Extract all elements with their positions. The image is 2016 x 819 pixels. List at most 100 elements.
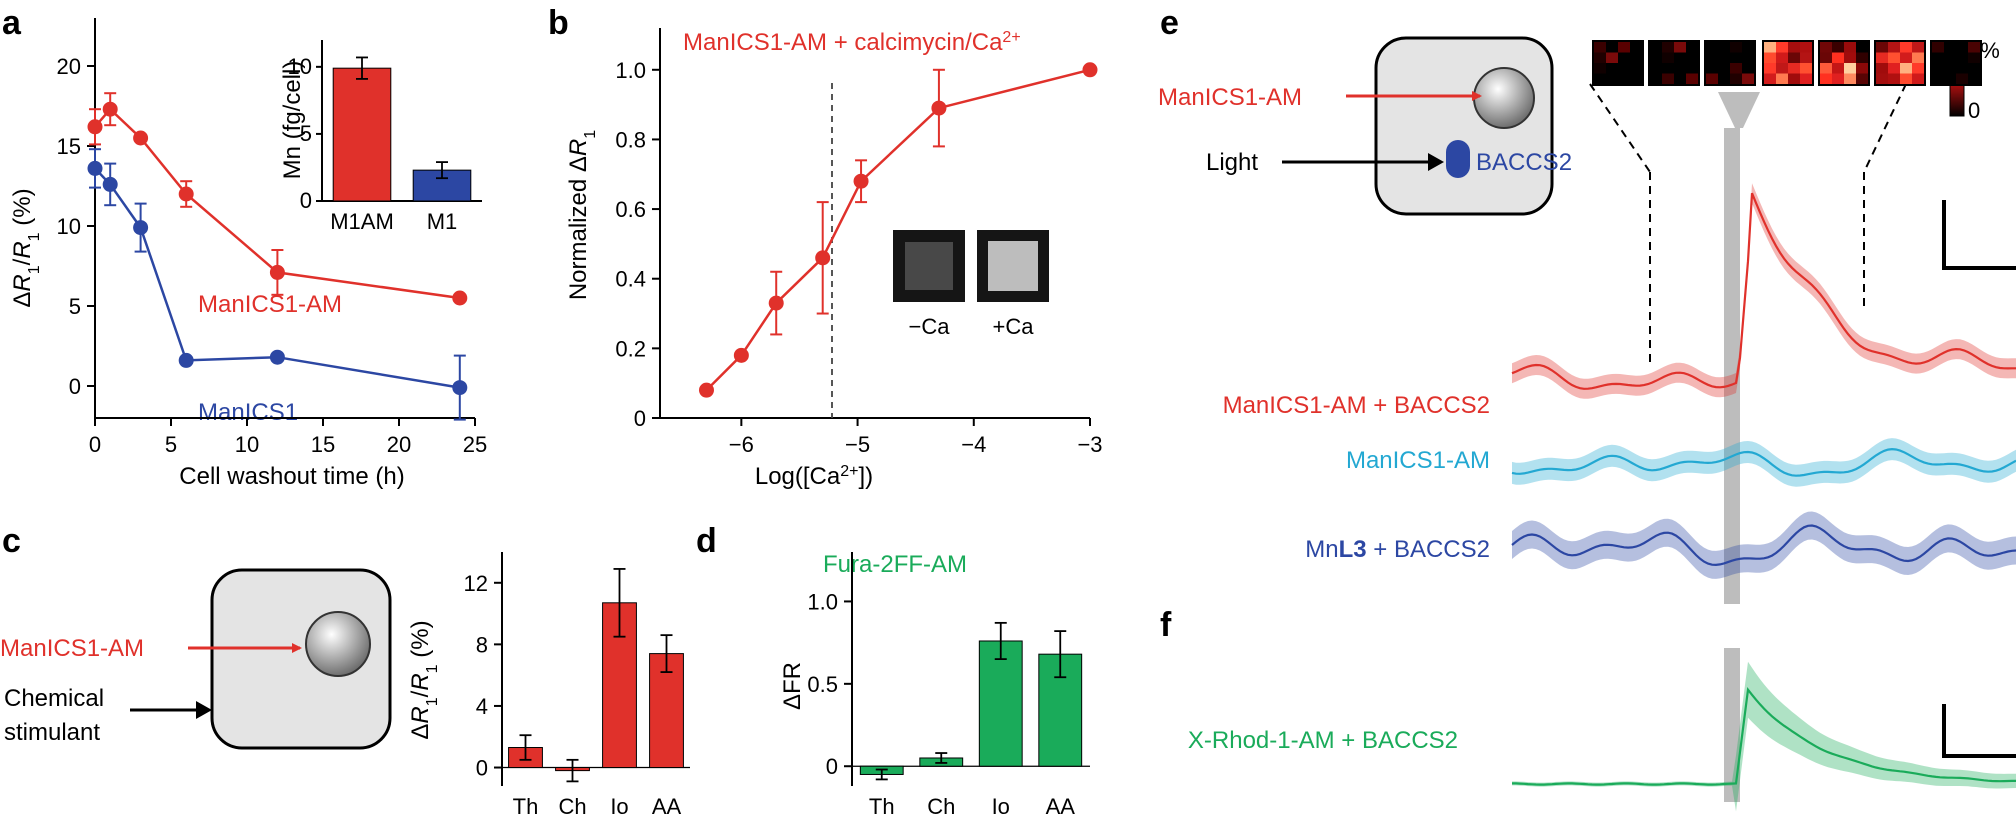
panel-c-ytick-label: 12: [464, 571, 488, 596]
panel-b-ytick-label: 0.4: [615, 267, 646, 292]
heatmap-pixel: [1776, 42, 1788, 53]
heatmap-pixel: [1742, 42, 1754, 53]
heatmap-pixel: [1594, 42, 1606, 53]
panel-e-trace-label-red: ManICS1-AM + BACCS2: [1223, 392, 1490, 419]
panel-b-series-0-line: [705, 68, 1091, 392]
panel-e-scale-bar: [1942, 200, 2016, 270]
panel-label-c: c: [2, 522, 21, 560]
panel-e-red-trace: [1511, 192, 2016, 390]
heatmap-pixel: [1674, 42, 1686, 53]
panel-e-opsin-blob: [1446, 140, 1470, 178]
panel-b-xtick-label: −4: [961, 432, 986, 457]
panel-b-image-label-plus-ca: +Ca: [993, 314, 1035, 339]
light-pulse-bar-f: [1724, 648, 1740, 802]
panel-b-ytick-label: 0.2: [615, 336, 646, 361]
heatmap-pixel: [1844, 52, 1856, 63]
panel-a-ytick-label: 10: [57, 214, 81, 239]
heatmap-pixel: [1618, 42, 1630, 53]
panel-e-cyan-trace: [1511, 447, 2016, 477]
heatmap-pixel: [1932, 63, 1944, 74]
panel-a-xtick-label: 10: [235, 432, 259, 457]
heatmap-pixel: [1944, 42, 1956, 53]
panel-label-e: e: [1160, 4, 1179, 42]
heatmap-pixel: [1844, 73, 1856, 84]
heatmap-pixel: [1706, 52, 1718, 63]
heatmap-pixel: [1832, 42, 1844, 53]
heatmap-pixel: [1606, 63, 1618, 74]
heatmap-pixel: [1650, 42, 1662, 53]
panel-d-bar: [1038, 653, 1083, 767]
panel-b-ytick-label: 1.0: [615, 58, 646, 83]
panel-a-series-0-point: [133, 130, 149, 146]
heatmap-pixel: [1844, 42, 1856, 53]
heatmap-pixel: [1742, 52, 1754, 63]
panel-a-series-label-manics1-am: ManICS1-AM: [198, 291, 342, 318]
panel-a-xtick-label: 15: [311, 432, 335, 457]
panel-b-series-0-point: [768, 295, 784, 311]
panel-c-plot: ΔR1/R1 (%) 0 4 8 12 Th Ch Io AA: [407, 552, 690, 819]
panel-c-stimulus-label-2: stimulant: [4, 719, 100, 746]
panel-d-ytick-label: 0.5: [807, 672, 838, 697]
panel-a-xlabel: Cell washout time (h): [179, 463, 404, 490]
heatmap-pixel: [1820, 42, 1832, 53]
heatmap-pixel: [1650, 52, 1662, 63]
panel-b-xtick-label: −6: [729, 432, 754, 457]
panel-f-trace: [1512, 686, 2016, 786]
panel-b-title: ManICS1-AM + calcimycin/Ca2+: [683, 29, 1021, 57]
heatmap-pixel: [1876, 42, 1888, 53]
panel-a-xtick-label: 25: [463, 432, 487, 457]
panel-c-category-label: AA: [652, 794, 682, 819]
panel-c-category-label: Io: [610, 794, 628, 819]
panel-e-red-error-band: [1512, 183, 2016, 399]
heatmap-pixel: [1606, 42, 1618, 53]
panel-a-xtick-label: 0: [89, 432, 101, 457]
panel-a-series-1-point: [133, 220, 149, 236]
panel-a-series-1-point: [102, 176, 118, 192]
panel-e-agent-label: ManICS1-AM: [1158, 84, 1302, 111]
heatmap-pixel: [1856, 42, 1868, 53]
panel-c-category-label: Ch: [558, 794, 586, 819]
panel-e-blue-error-band: [1512, 511, 2016, 579]
heatmap-pixel: [1594, 73, 1606, 84]
panel-a-series-1-point: [452, 380, 468, 396]
panel-a-series-0-point: [87, 119, 103, 135]
heatmap-pixel: [1912, 63, 1924, 74]
panel-a-inset-category-label: M1: [427, 209, 458, 234]
panel-c-stimulus-label-1: Chemical: [4, 685, 104, 712]
heatmap-pixel: [1686, 52, 1698, 63]
heatmap-pixel: [1788, 63, 1800, 74]
panel-b-series-0-point: [733, 347, 749, 363]
heatmap-pixel: [1944, 63, 1956, 74]
heatmap-pixel: [1730, 63, 1742, 74]
heatmap-pixel: [1662, 63, 1674, 74]
heatmap-pixel: [1718, 52, 1730, 63]
heatmap-pixel: [1912, 73, 1924, 84]
heatmap-pixel: [1594, 52, 1606, 63]
panel-b-series-0-point: [931, 100, 947, 116]
panel-e-trace-label-cyan: ManICS1-AM: [1346, 447, 1490, 474]
panel-a-ytick-label: 15: [57, 134, 81, 159]
panel-e-trace-label-blue-bold: L3: [1339, 536, 1367, 563]
heatmap-pixel: [1888, 73, 1900, 84]
panel-d-category-label: Io: [992, 794, 1010, 819]
panel-c-ytick-label: 8: [476, 632, 488, 657]
heatmap-pixel: [1764, 73, 1776, 84]
heatmap-pixel: [1968, 42, 1980, 53]
heatmap-pixel: [1630, 63, 1642, 74]
heatmap-pixel: [1968, 73, 1980, 84]
heatmap-pixel: [1956, 42, 1968, 53]
heatmap-pixel: [1706, 42, 1718, 53]
heatmap-pixel: [1820, 52, 1832, 63]
heatmap-pixel: [1630, 52, 1642, 63]
panel-a-ytick-label: 20: [57, 54, 81, 79]
heatmap-pixel: [1932, 42, 1944, 53]
panel-b-ytick-label: 0.8: [615, 127, 646, 152]
panel-a-series-0-point: [102, 101, 118, 117]
heatmap-pixel: [1788, 42, 1800, 53]
heatmap-pixel: [1912, 42, 1924, 53]
panel-c-bar: [602, 602, 637, 769]
panel-d-plot: Fura-2FF-AM ΔFR 0 0.5 1.0 Th Ch Io AA: [779, 551, 1090, 819]
heatmap-pixel: [1876, 52, 1888, 63]
heatmap-pixel: [1932, 73, 1944, 84]
